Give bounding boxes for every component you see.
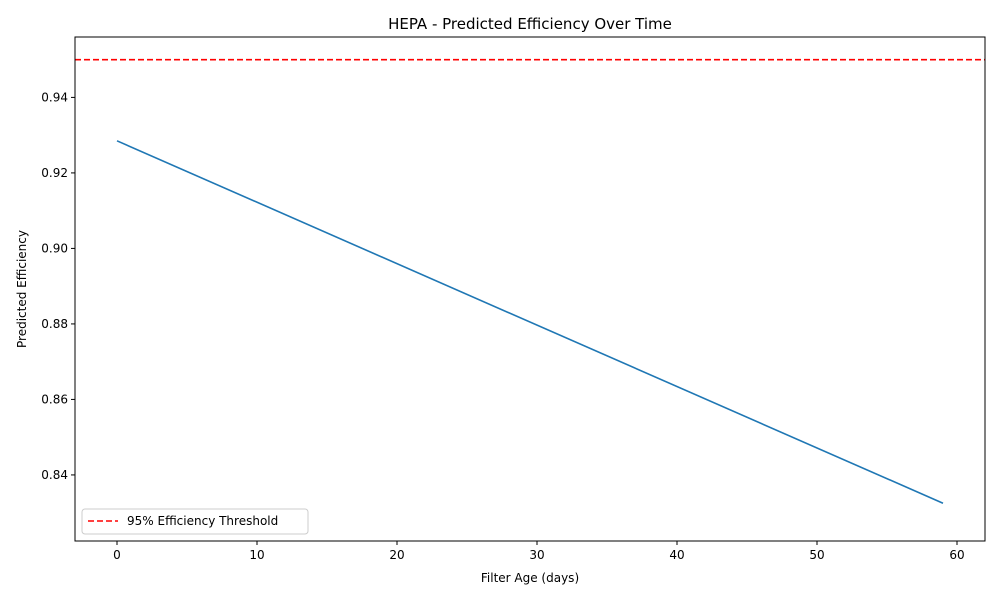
y-tick-label: 0.92 <box>41 166 68 180</box>
x-tick-label: 0 <box>113 548 121 562</box>
x-tick-label: 20 <box>389 548 404 562</box>
x-tick-label: 50 <box>809 548 824 562</box>
plot-frame <box>74 36 986 542</box>
x-tick-label: 10 <box>249 548 264 562</box>
legend-box <box>81 508 309 535</box>
series-line-predicted-efficiency <box>116 140 944 504</box>
series-layer <box>75 58 985 504</box>
x-tick-label: 30 <box>529 548 544 562</box>
y-axis-label: Predicted Efficiency <box>15 230 29 348</box>
y-tick-label: 0.88 <box>41 317 68 331</box>
x-axis: 0 10 20 30 40 50 60 <box>113 541 965 562</box>
y-tick-label: 0.90 <box>41 241 68 255</box>
y-tick-label: 0.86 <box>41 392 68 406</box>
y-tick-label: 0.84 <box>41 468 68 482</box>
x-axis-label: Filter Age (days) <box>481 571 579 585</box>
x-tick-label: 60 <box>949 548 964 562</box>
chart-title: HEPA - Predicted Efficiency Over Time <box>388 15 672 33</box>
legend-label-threshold: 95% Efficiency Threshold <box>127 514 278 528</box>
x-tick-label: 40 <box>669 548 684 562</box>
y-tick-label: 0.94 <box>41 90 68 104</box>
legend: 95% Efficiency Threshold <box>81 508 309 535</box>
y-axis: 0.84 0.86 0.88 0.90 0.92 0.94 <box>41 90 75 482</box>
